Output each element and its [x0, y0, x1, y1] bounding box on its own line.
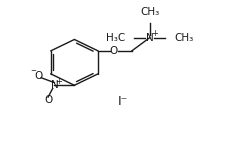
Text: −: − [30, 68, 36, 74]
Text: +: + [151, 29, 158, 38]
Text: I⁻: I⁻ [118, 95, 128, 108]
Text: O: O [110, 46, 118, 56]
Text: N: N [51, 80, 58, 90]
Text: CH₃: CH₃ [174, 33, 193, 43]
Text: CH₃: CH₃ [140, 7, 159, 16]
Text: +: + [55, 77, 62, 86]
Text: O: O [44, 95, 52, 105]
Text: O: O [34, 71, 43, 81]
Text: N: N [146, 33, 154, 43]
Text: H₃C: H₃C [106, 33, 125, 43]
